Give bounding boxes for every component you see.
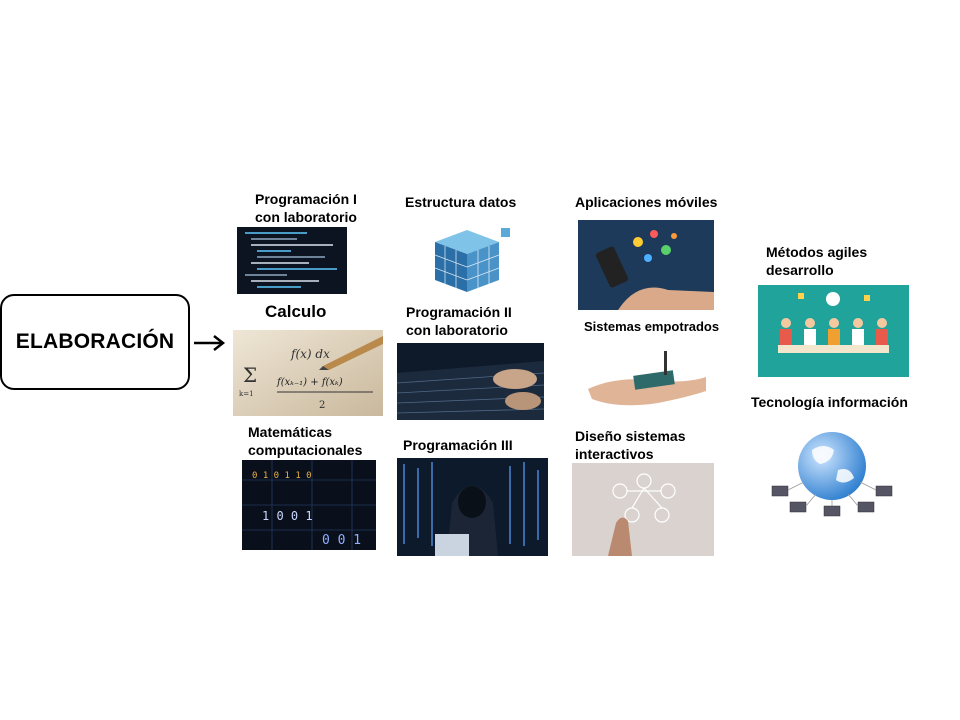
svg-text:Σ: Σ bbox=[243, 363, 257, 387]
label-metodos-agiles: Métodos agiles desarrollo bbox=[766, 244, 868, 278]
svg-text:2: 2 bbox=[319, 400, 325, 411]
svg-text:0 1 0 1 1 0: 0 1 0 1 1 0 bbox=[252, 471, 312, 481]
elaboracion-label: ELABORACIÓN bbox=[15, 330, 175, 353]
calculus-paper-image: f(x) dx Σ k=1 f(xₖ₋₁) + f(xₖ) 2 bbox=[233, 330, 383, 416]
label-matematicas-computacionales: Matemáticas computacionales bbox=[248, 424, 363, 458]
agile-team-image bbox=[758, 285, 909, 377]
label-diseno-sistemas: Diseño sistemas interactivos bbox=[575, 428, 686, 462]
interactive-touch-image bbox=[572, 463, 714, 556]
mobile-apps-image bbox=[578, 220, 714, 310]
label-aplicaciones-moviles: Aplicaciones móviles bbox=[575, 194, 718, 210]
laptop-typing-image bbox=[397, 343, 544, 420]
arrow-right-icon bbox=[194, 335, 226, 351]
label-programacion-2: Programación II con laboratorio bbox=[406, 304, 512, 338]
data-cube-image bbox=[415, 220, 515, 298]
label-estructura-datos: Estructura datos bbox=[405, 194, 517, 210]
elaboracion-box: ELABORACIÓN bbox=[0, 294, 190, 390]
code-screen-image bbox=[237, 227, 347, 294]
hooded-hacker-image bbox=[397, 458, 548, 556]
label-programacion-3: Programación III bbox=[403, 437, 513, 453]
label-sistemas-empotrados: Sistemas empotrados bbox=[584, 319, 720, 334]
binary-data-image: 0 1 0 1 1 0 1 0 0 1 0 0 1 bbox=[242, 460, 376, 550]
globe-network-image bbox=[768, 420, 896, 520]
svg-text:f(xₖ₋₁) + f(xₖ): f(xₖ₋₁) + f(xₖ) bbox=[276, 377, 343, 388]
svg-text:1 0 0 1: 1 0 0 1 bbox=[262, 509, 313, 523]
svg-text:0 0 1: 0 0 1 bbox=[322, 533, 361, 548]
svg-text:f(x) dx: f(x) dx bbox=[290, 347, 330, 361]
label-tecnologia-informacion: Tecnología información bbox=[751, 394, 908, 410]
svg-text:k=1: k=1 bbox=[239, 390, 254, 398]
label-calculo: Calculo bbox=[265, 302, 327, 321]
embedded-board-image bbox=[578, 345, 710, 420]
